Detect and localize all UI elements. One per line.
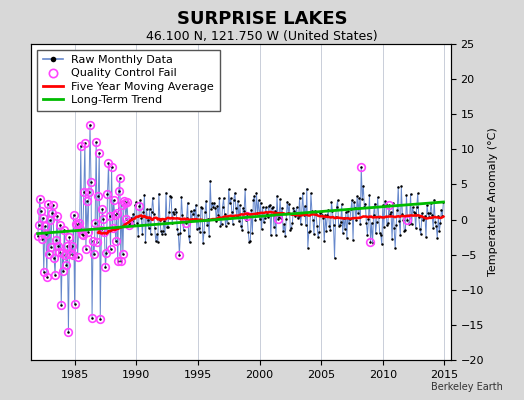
Legend: Raw Monthly Data, Quality Control Fail, Five Year Moving Average, Long-Term Tren: Raw Monthly Data, Quality Control Fail, … <box>37 50 220 111</box>
Text: Berkeley Earth: Berkeley Earth <box>431 382 503 392</box>
Y-axis label: Temperature Anomaly (°C): Temperature Anomaly (°C) <box>488 128 498 276</box>
Text: 46.100 N, 121.750 W (United States): 46.100 N, 121.750 W (United States) <box>146 30 378 43</box>
Text: SURPRISE LAKES: SURPRISE LAKES <box>177 10 347 28</box>
